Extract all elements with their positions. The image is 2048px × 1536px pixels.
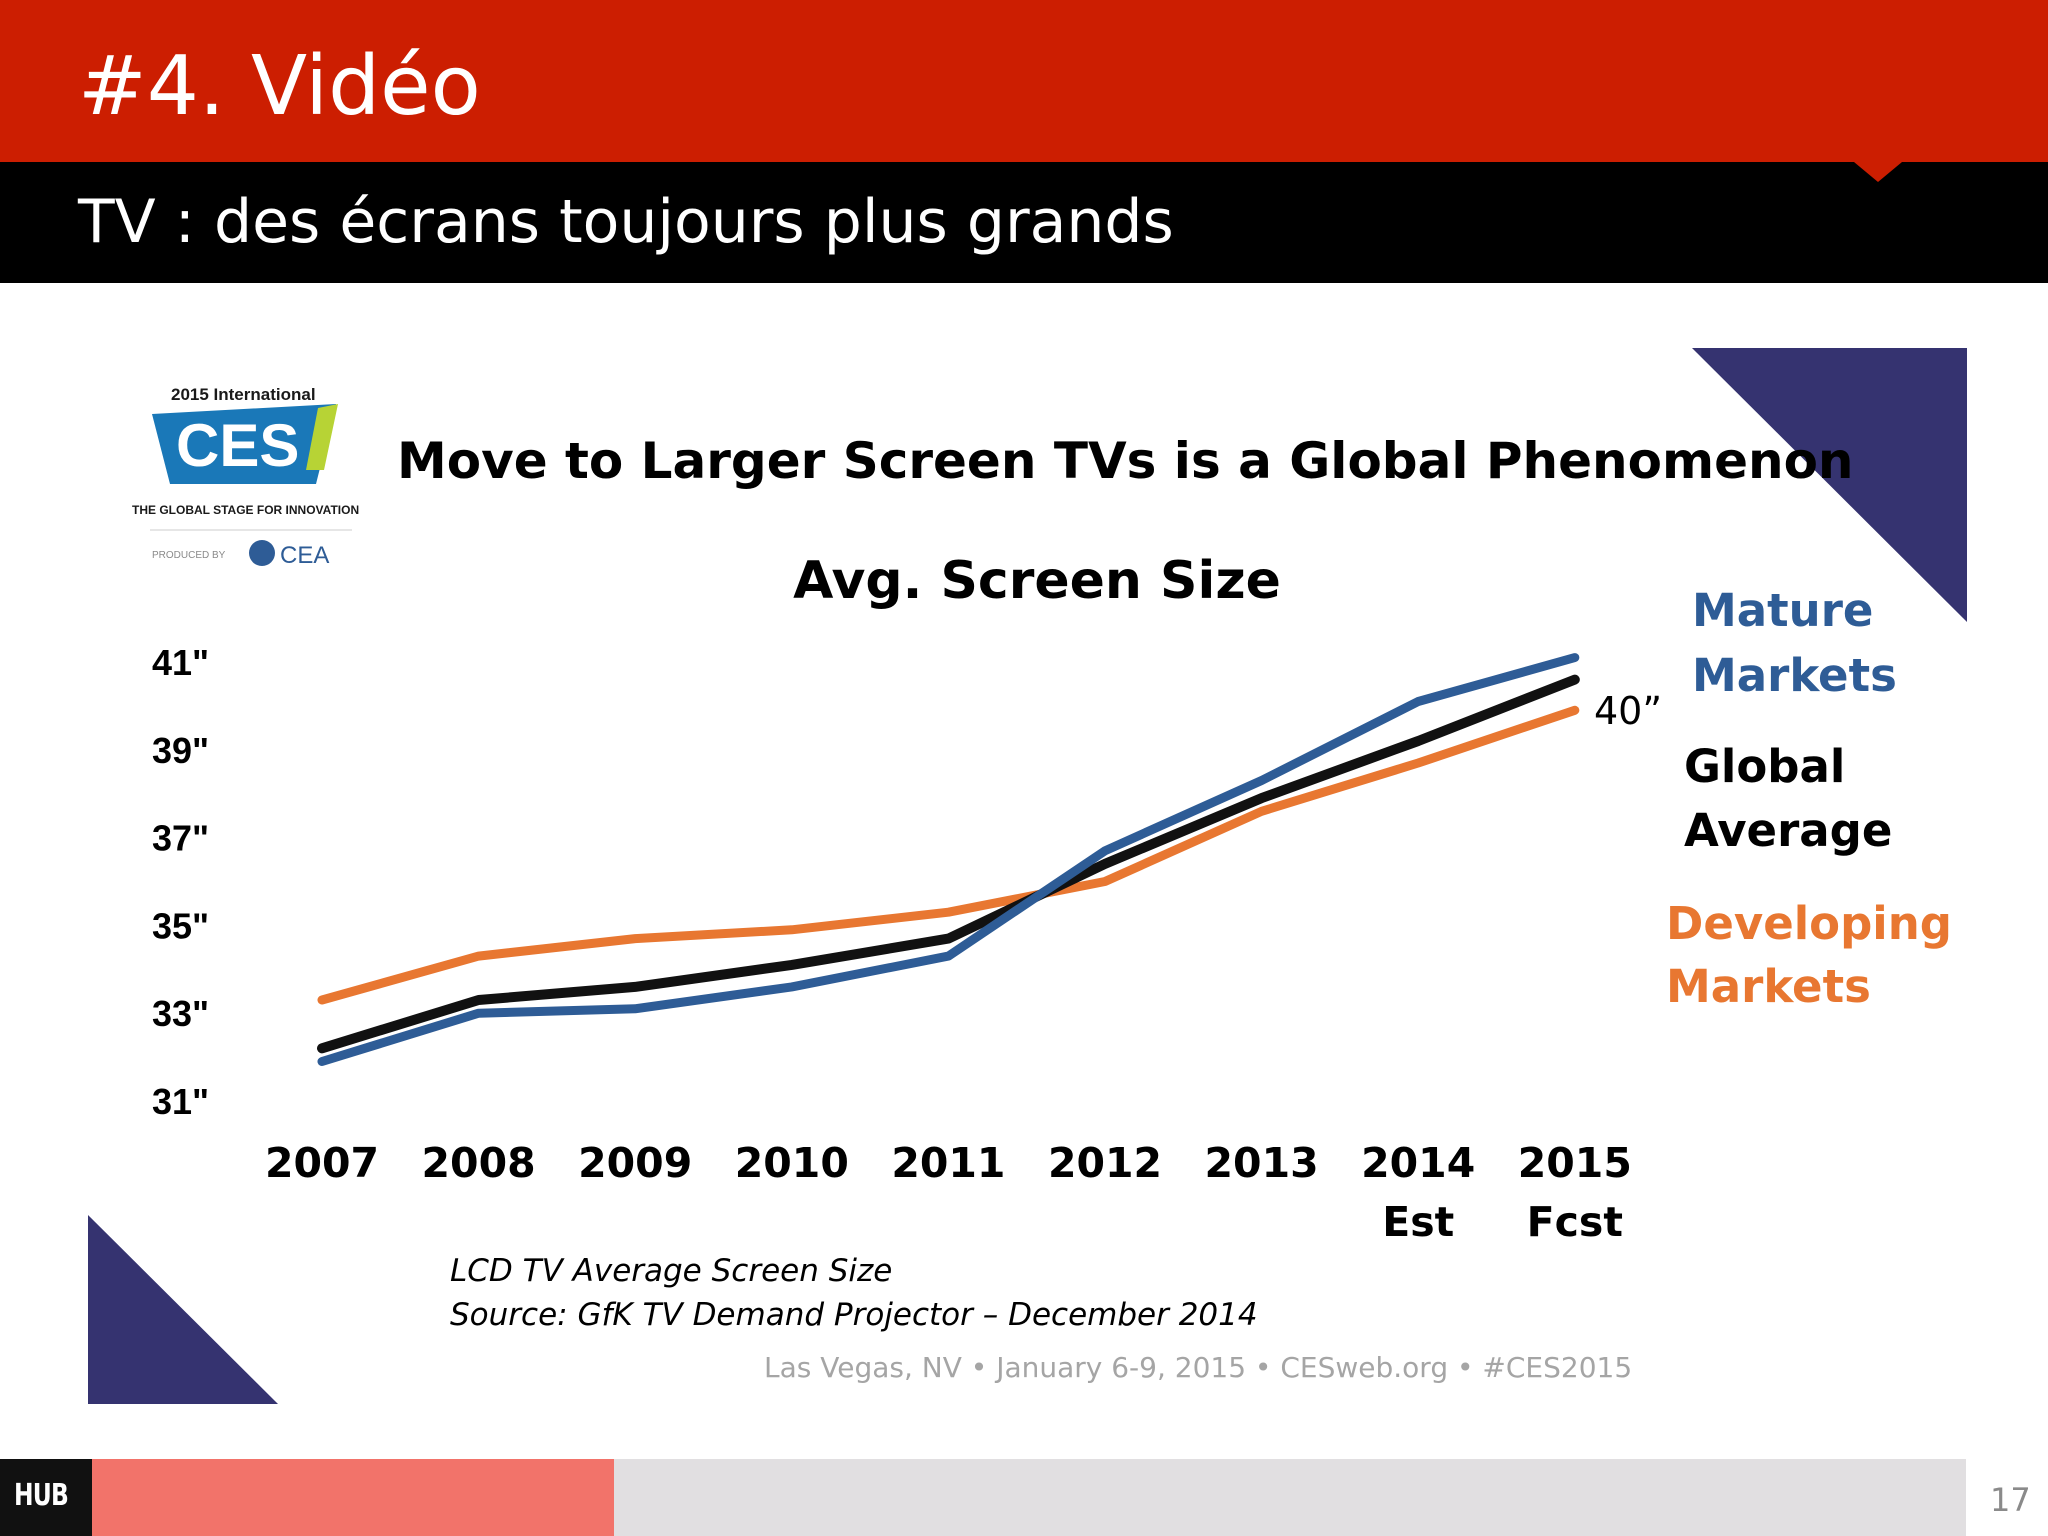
x-tick-label: 2015 — [1518, 1139, 1632, 1187]
legend-global-line2: Average — [1684, 804, 1892, 857]
page-number-box — [1966, 1459, 2048, 1536]
corner-triangle-bottom-left — [88, 1215, 278, 1404]
ces-year-line: 2015 International — [171, 385, 316, 404]
footer-accent — [92, 1459, 614, 1536]
y-tick-label: 39" — [152, 730, 209, 771]
ces-producer: CEA — [280, 542, 329, 569]
series-line-mature-markets — [317, 653, 1580, 1066]
page-number: 17 — [1990, 1481, 2031, 1519]
event-line: Las Vegas, NV • January 6-9, 2015 • CESw… — [764, 1351, 1632, 1384]
x-tick-label: 2008 — [422, 1139, 536, 1187]
ces-logo-accent — [306, 404, 338, 470]
corner-triangle-top-right — [1692, 348, 1967, 622]
subtitle-bar — [0, 162, 2048, 283]
series-line-developing-markets — [317, 705, 1580, 1005]
header-notch — [1854, 162, 1902, 182]
x-tick-label: 2010 — [735, 1139, 849, 1187]
chart-title: Move to Larger Screen TVs is a Global Ph… — [397, 432, 1854, 490]
y-tick-label: 37" — [152, 818, 209, 859]
chart-slide: 2015 International CES THE GLOBAL STAGE … — [88, 348, 1967, 1404]
y-tick-label: 35" — [152, 905, 209, 946]
source-line-1: LCD TV Average Screen Size — [450, 1253, 892, 1289]
x-tick-label: 2012 — [1048, 1139, 1162, 1187]
y-tick-label: 31" — [152, 1081, 209, 1122]
x-tick-label: 2009 — [578, 1139, 692, 1187]
cea-icon — [249, 540, 275, 566]
hub-logo — [0, 1459, 92, 1536]
y-tick-label: 33" — [152, 993, 209, 1034]
ces-logo: 2015 International CES THE GLOBAL STAGE … — [132, 385, 359, 569]
slide-title: #4. Vidéo — [78, 39, 481, 134]
annotation-40: 40” — [1594, 689, 1662, 733]
ces-mark: CES — [176, 412, 299, 479]
legend-mature-line1: Mature — [1692, 584, 1873, 637]
legend-developing-line2: Markets — [1666, 960, 1871, 1013]
chart-subtitle: Avg. Screen Size — [793, 551, 1281, 611]
legend-mature-line2: Markets — [1692, 649, 1897, 702]
hub-logo-text: HUB — [14, 1478, 69, 1513]
y-axis-ticks: 41" 39" 37" 35" 33" 31" — [152, 642, 209, 1122]
x-tick-sublabel: Est — [1382, 1198, 1454, 1246]
y-tick-label: 41" — [152, 642, 209, 683]
series-line-global-average — [317, 674, 1580, 1054]
slide-subtitle: TV : des écrans toujours plus grands — [78, 187, 1174, 257]
header-bar — [0, 0, 2048, 162]
x-axis-ticks: 2007 2008 2009 2010 2011 2012 2013 2014 Est 2015 F… — [265, 1139, 1632, 1246]
x-tick-label: 2011 — [891, 1139, 1005, 1187]
legend: Mature Markets Global Average Developing… — [1666, 584, 1952, 1013]
x-tick-label: 2007 — [265, 1139, 379, 1187]
ces-logo-shape — [152, 404, 336, 484]
legend-global-line1: Global — [1684, 740, 1845, 793]
ces-produced-by: PRODUCED BY — [152, 550, 226, 561]
ces-tagline: THE GLOBAL STAGE FOR INNOVATION — [132, 503, 359, 517]
chart-lines — [317, 653, 1580, 1066]
x-tick-label: 2013 — [1205, 1139, 1319, 1187]
source-line-2: Source: GfK TV Demand Projector – Decemb… — [450, 1297, 1258, 1333]
legend-developing-line1: Developing — [1666, 897, 1952, 950]
x-tick-label: 2014 — [1361, 1139, 1475, 1187]
x-tick-sublabel: Fcst — [1527, 1198, 1623, 1246]
